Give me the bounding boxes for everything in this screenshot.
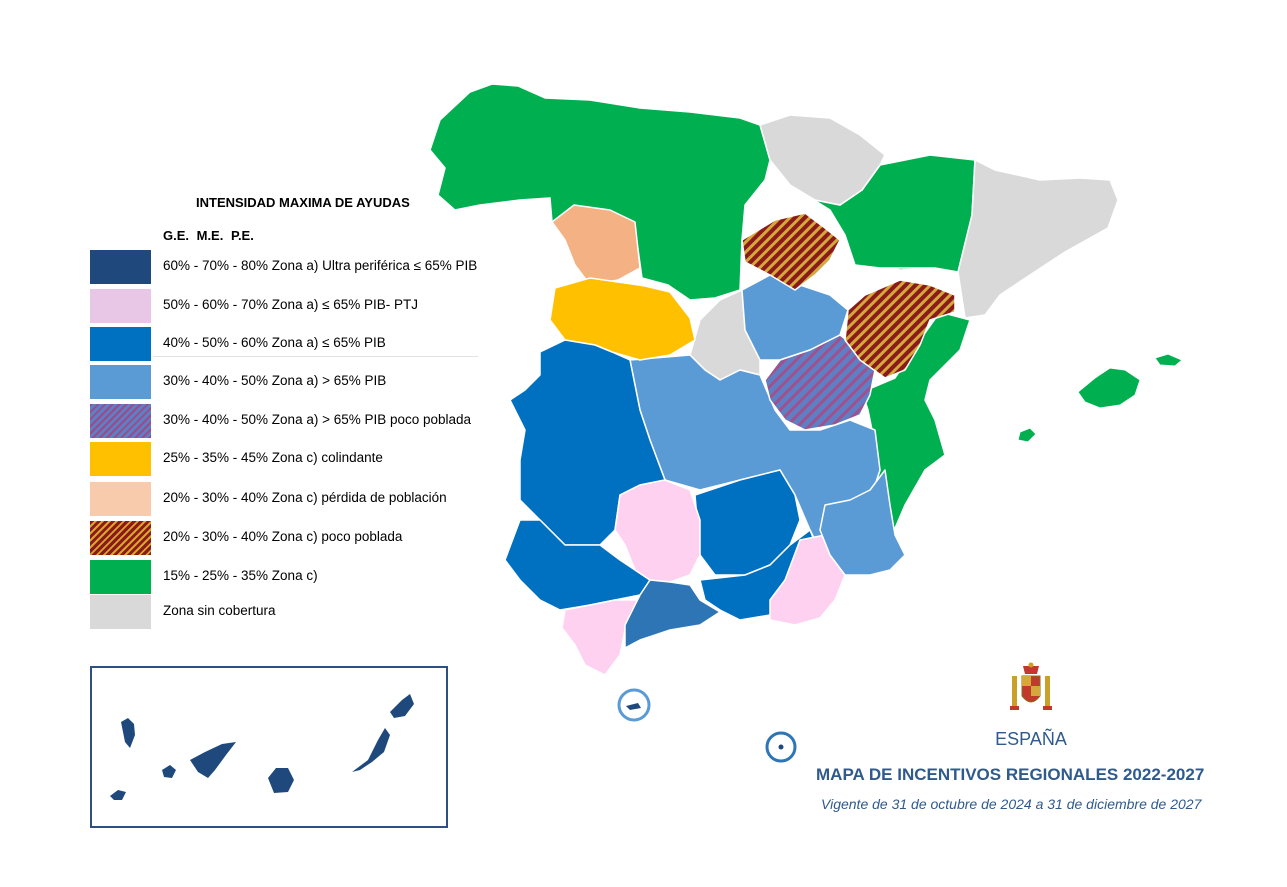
region-teruel-hatched (844, 279, 956, 379)
legend-label: 30% - 40% - 50% Zona a) > 65% PIB (163, 373, 387, 388)
region-cataluna-grey (957, 159, 1119, 319)
legend-swatch (90, 521, 151, 555)
legend-swatch (90, 404, 151, 438)
region-cordoba-pink (614, 479, 701, 583)
island-tenerife (190, 742, 236, 778)
map-title: MAPA DE INCENTIVOS REGIONALES 2022-2027 (816, 765, 1205, 784)
legend-swatch (90, 289, 151, 323)
validity-subtitle: Vigente de 31 de octubre de 2024 a 31 de… (821, 796, 1202, 812)
melilla-marker (765, 731, 797, 763)
canary-islands-inset (90, 666, 448, 828)
country-name: ESPAÑA (995, 729, 1067, 749)
legend-label: 50% - 60% - 70% Zona a) ≤ 65% PIB- PTJ (163, 297, 419, 312)
island-fuerteventura (352, 728, 390, 772)
island-gran-canaria (268, 768, 294, 793)
legend-label: 30% - 40% - 50% Zona a) > 65% PIB poco p… (163, 412, 472, 427)
ceuta-marker (617, 688, 651, 722)
region-leon-peach (551, 204, 641, 286)
legend-label: 40% - 50% - 60% Zona a) ≤ 65% PIB (163, 335, 386, 350)
legend-swatch (90, 482, 151, 516)
coat-of-arms-icon (1010, 662, 1052, 710)
region-cuenca-hatched (764, 334, 876, 431)
legend-swatch (90, 327, 151, 361)
region-northwest-green (429, 83, 771, 301)
legend-swatch (90, 250, 151, 284)
legend-label: 20% - 30% - 40% Zona c) poco poblada (163, 529, 403, 544)
legend-label: 20% - 30% - 40% Zona c) pérdida de pobla… (163, 490, 447, 505)
legend-label: 60% - 70% - 80% Zona a) Ultra periférica… (163, 258, 478, 273)
island-ibiza (1017, 427, 1037, 443)
legend-label: 25% - 35% - 45% Zona c) colindante (163, 450, 383, 465)
region-pais-vasco-grey (759, 114, 886, 206)
legend-swatch (90, 560, 151, 594)
island-mallorca (1077, 367, 1141, 409)
region-cadiz-pink (561, 599, 641, 676)
island-la-palma (121, 718, 135, 748)
region-murcia-lightblue (819, 469, 906, 576)
legend-divider (153, 356, 478, 357)
legend-swatch (90, 442, 151, 476)
legend-title: INTENSIDAD MAXIMA DE AYUDAS (196, 195, 410, 210)
legend-column-headers: G.E. M.E. P.E. (163, 228, 254, 243)
legend-label: 15% - 25% - 35% Zona c) (163, 568, 318, 583)
legend-swatch (90, 595, 151, 629)
legend-label: Zona sin cobertura (163, 603, 276, 618)
island-lanzarote (390, 694, 414, 718)
island-la-gomera (162, 765, 176, 778)
region-malaga-darkblue (624, 579, 721, 649)
island-menorca (1154, 353, 1183, 367)
region-soria-hatched (741, 212, 841, 291)
island-el-hierro (110, 790, 126, 800)
legend-swatch (90, 365, 151, 399)
